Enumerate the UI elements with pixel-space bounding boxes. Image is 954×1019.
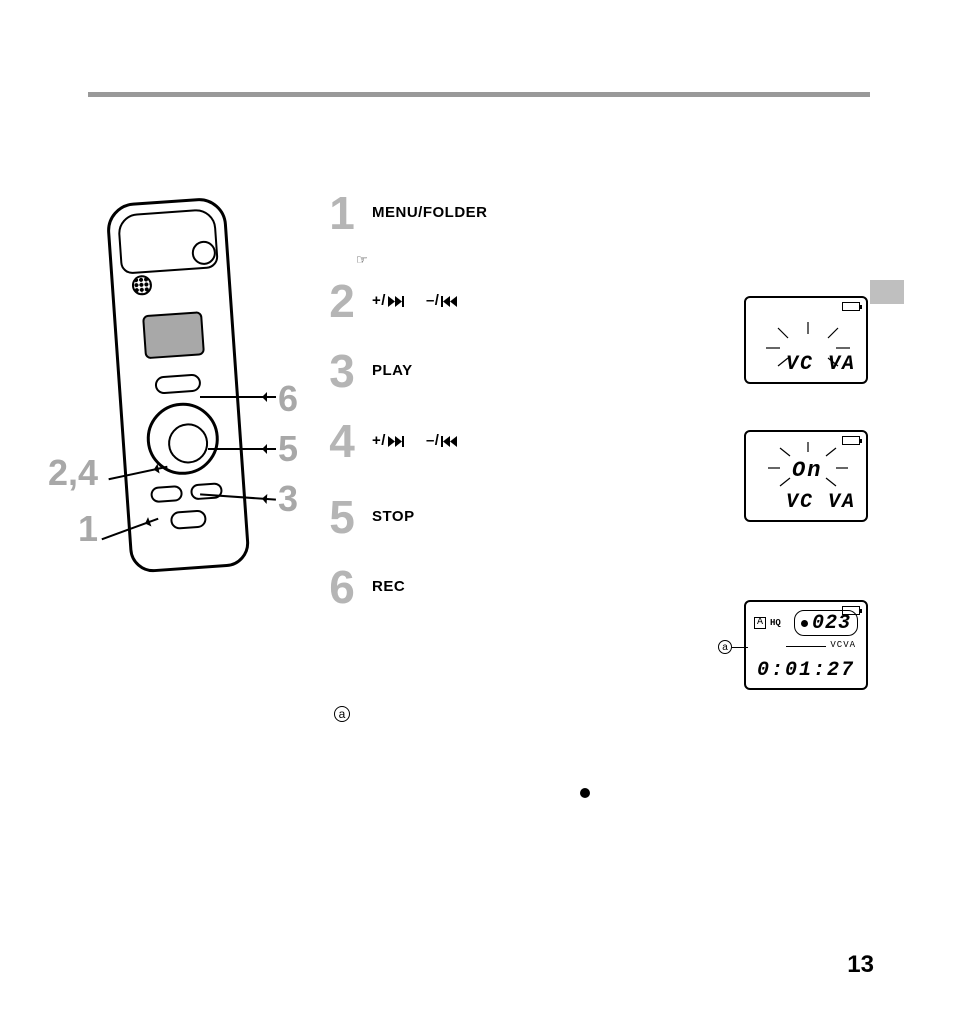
step-4: 4 +/ –/	[320, 418, 680, 464]
vcva-indicator: VCVA	[830, 640, 856, 650]
lcd-panel-2: On VC VA	[744, 430, 868, 522]
lcd-panel-1: VC VA	[744, 296, 868, 384]
callout-left-bottom: 1	[78, 508, 98, 550]
steps-list: 1 MENU/FOLDER ☞ 2 +/ –/ 3 PLAY 4 +/ –/ 5…	[320, 190, 680, 634]
step-3: 3 PLAY	[320, 348, 680, 394]
step-number: 1	[320, 190, 364, 236]
step-6: 6 REC	[320, 564, 680, 610]
step-number: 3	[320, 348, 364, 394]
elapsed-time: 0:01:27	[746, 659, 866, 682]
callout-right-top: 6	[278, 378, 298, 420]
step-label: REC	[372, 564, 405, 595]
step-number: 2	[320, 278, 364, 324]
step-label: PLAY	[372, 348, 413, 379]
mode-indicator: HQ	[770, 618, 781, 628]
step-label: +/ –/	[372, 418, 465, 449]
battery-icon	[842, 302, 860, 311]
side-tab	[870, 280, 904, 304]
step-label: +/ –/	[372, 278, 465, 309]
arrow-line	[200, 396, 276, 398]
step-5: 5 STOP	[320, 494, 680, 540]
lcd2-on: On	[792, 458, 822, 483]
label-part: +/	[372, 432, 386, 449]
label-part: +/	[372, 292, 386, 309]
folder-indicator: A	[754, 617, 766, 629]
lcd2-text: VC VA	[786, 491, 856, 514]
note-icon: ☞	[356, 252, 680, 268]
bullet-dot	[580, 788, 590, 798]
callout-right-mid: 5	[278, 428, 298, 470]
rewind-icon	[441, 436, 463, 447]
annotation-a: a	[334, 706, 350, 722]
lcd-panel-3: A HQ 023 VCVA 0:01:27	[744, 600, 868, 690]
recorder-body	[105, 196, 251, 573]
record-dot-icon	[801, 620, 808, 627]
step-number: 6	[320, 564, 364, 610]
fast-forward-icon	[388, 436, 410, 447]
callout-left-top: 2,4	[48, 452, 98, 494]
header-rule	[88, 92, 870, 97]
step-number: 4	[320, 418, 364, 464]
fast-forward-icon	[388, 296, 410, 307]
step-1: 1 MENU/FOLDER	[320, 190, 680, 236]
arrow-line	[208, 448, 276, 450]
callout-right-bottom: 3	[278, 478, 298, 520]
lcd1-text: VC VA	[786, 353, 856, 376]
label-part: –/	[412, 292, 440, 309]
step-2: 2 +/ –/	[320, 278, 680, 324]
step-number: 5	[320, 494, 364, 540]
file-number: 023	[812, 612, 851, 635]
step-label: MENU/FOLDER	[372, 190, 488, 221]
page-number: 13	[847, 951, 874, 979]
annotation-a-callout: a	[718, 640, 748, 654]
rewind-icon	[441, 296, 463, 307]
rec-box: 023	[794, 610, 858, 636]
step-label: STOP	[372, 494, 415, 525]
annotation-letter: a	[718, 640, 732, 654]
label-part: –/	[412, 432, 440, 449]
